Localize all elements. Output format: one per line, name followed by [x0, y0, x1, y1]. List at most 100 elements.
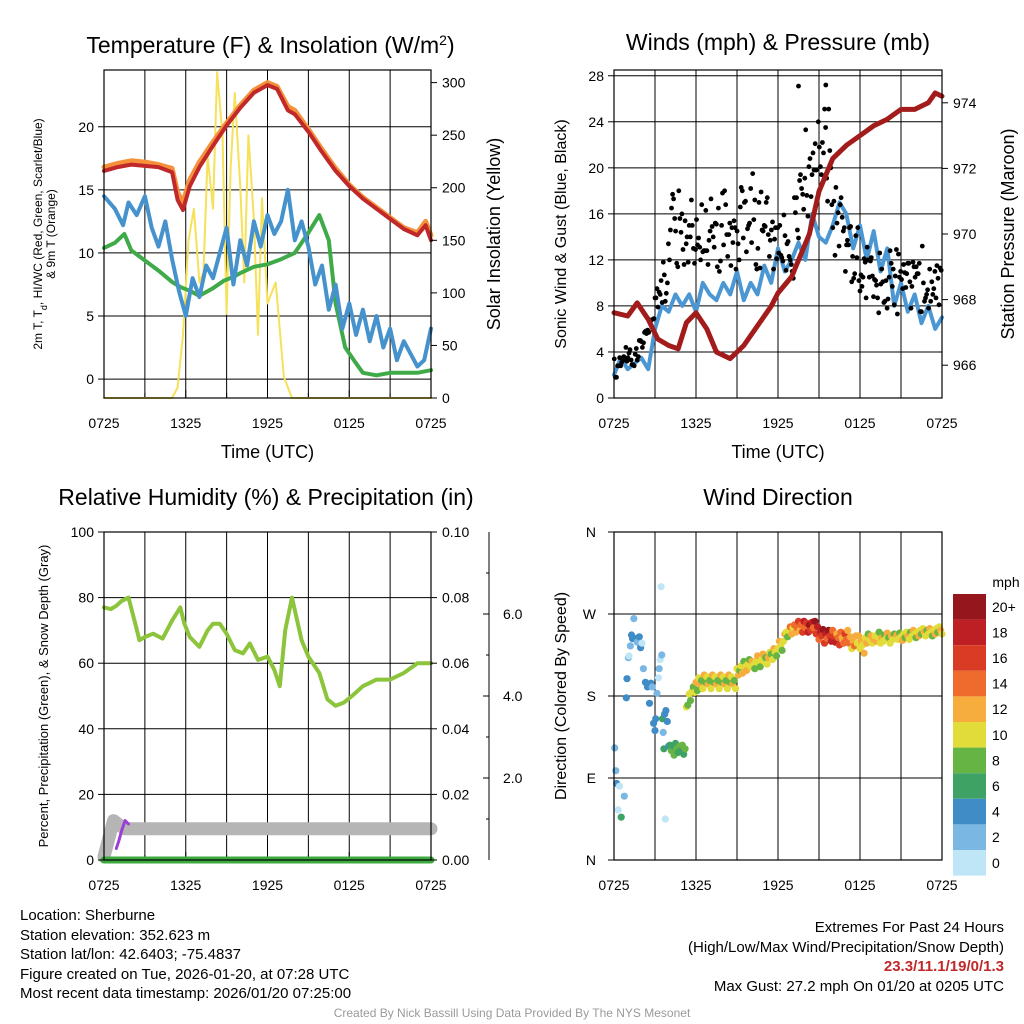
wind-gust-point: [730, 240, 736, 246]
wind-x-axis-label: Time (UTC): [731, 442, 824, 462]
wind-gust-point: [797, 178, 802, 183]
wind-gust-point: [873, 278, 878, 283]
temp-plot-frame: [103, 69, 432, 399]
direction-point: [730, 676, 738, 685]
wind-gust-point: [678, 229, 684, 235]
wind-gust-point: [896, 251, 901, 257]
colorbar-swatch: [953, 798, 986, 825]
wind-gust-point: [936, 302, 942, 308]
rh-y2-tick-label: 0.10: [442, 524, 469, 540]
wind-gust-point: [822, 106, 827, 112]
wind-gust-point: [706, 237, 712, 243]
colorbar-label: 12: [992, 701, 1008, 717]
wind-gust-point: [770, 219, 775, 225]
direction-point: [715, 685, 723, 693]
direction-y-axis-label: Direction (Colored By Speed): [553, 592, 570, 800]
wind-gust-point: [915, 271, 921, 277]
wind-gust-point: [670, 191, 675, 197]
wind-gust-point: [808, 194, 814, 200]
wind-gust-point: [753, 262, 759, 267]
wind-gust-point: [823, 82, 829, 88]
extremes-panel: Extremes For Past 24 Hours (High/Low/Max…: [688, 918, 1004, 996]
wind-gust-point: [879, 266, 885, 272]
wind-gust-point: [809, 172, 815, 178]
wind-gust-point: [849, 279, 855, 285]
colorbar-swatch: [953, 773, 986, 799]
wind-y-tick-label: 24: [588, 114, 604, 130]
wind-gust-point: [926, 305, 931, 311]
wind-gust-point: [812, 141, 818, 147]
rh-x-tick-label: 1925: [252, 877, 283, 893]
wind-gust-point: [908, 305, 914, 311]
wind-gust-point: [727, 220, 733, 226]
wind-gust-point: [857, 288, 863, 294]
direction-point: [625, 652, 633, 660]
wind-gust-point: [885, 296, 891, 302]
wind-gust-point: [760, 228, 766, 234]
wind-gust-point: [846, 242, 851, 248]
wind-gust-point: [912, 274, 918, 280]
direction-point: [661, 815, 669, 823]
wind-gust-point: [734, 228, 740, 234]
direction-point: [651, 727, 659, 735]
wind-gust-point: [641, 340, 646, 346]
direction-point: [756, 663, 764, 671]
wind-gust-point: [788, 262, 794, 267]
wind-gust-point: [925, 287, 930, 293]
direction-point: [860, 649, 868, 657]
wind-gust-point: [769, 227, 774, 233]
wind-y2-tick-label: 972: [953, 160, 977, 176]
colorbar-label: 0: [992, 855, 1000, 871]
direction-point: [635, 633, 643, 641]
direction-point: [657, 583, 665, 591]
direction-point: [611, 744, 619, 752]
wind-gust-point: [807, 156, 813, 162]
temp-y-tick-label: 5: [86, 308, 94, 324]
colorbar-label: 20+: [992, 599, 1016, 615]
direction-point: [622, 694, 630, 702]
direction-point: [630, 615, 638, 623]
wind-gust-point: [810, 150, 816, 156]
rh-y-tick-label: 0: [86, 852, 94, 868]
direction-point: [855, 632, 863, 640]
wind-gust-point: [919, 309, 924, 315]
wind-gust-point: [884, 305, 890, 311]
direction-point: [652, 715, 660, 723]
colorbar-swatch: [953, 696, 986, 722]
station-elevation: Station elevation: 352.623 m: [20, 926, 211, 944]
wind-gust-point: [794, 195, 799, 201]
wind-gust-point: [694, 217, 699, 223]
wind-y-tick-label: 0: [596, 390, 604, 406]
temp-x-tick-label: 0125: [334, 415, 365, 431]
wind-gust-point: [683, 241, 689, 247]
wind-gust-point: [924, 292, 929, 297]
temp-series-td: [102, 213, 433, 378]
wind-gust-point: [876, 310, 882, 316]
temp-x-tick-label: 0725: [415, 415, 446, 431]
dir-y-tick-label: S: [587, 688, 596, 704]
wind-gust-point: [901, 262, 906, 267]
wind-gust-point: [921, 280, 926, 286]
wind-gust-point: [739, 188, 745, 194]
wind-gust-point: [802, 175, 808, 181]
wind-gust-point: [795, 227, 800, 233]
wind-gust-point: [834, 220, 840, 226]
wind-gust-point: [719, 223, 724, 228]
colorbar-swatch: [953, 594, 986, 620]
temp-y2-tick-label: 50: [442, 337, 458, 353]
wind-series-sonic-wind: [612, 200, 944, 377]
rh-series-relative-humidity: [102, 595, 433, 708]
wind-gust-point: [666, 241, 671, 247]
wind-gust-point: [755, 246, 761, 251]
direction-point: [659, 728, 667, 737]
rh-y-tick-label: 100: [71, 524, 95, 540]
colorbar-label: 8: [992, 752, 1000, 768]
wind-gust-point: [757, 265, 763, 271]
dir-y-tick-label: W: [583, 606, 597, 622]
wind-gust-point: [728, 263, 734, 268]
wind-gust-point: [714, 264, 720, 270]
wind-y-tick-label: 16: [588, 206, 604, 222]
wind-gust-point: [815, 119, 821, 125]
wind-gust-point: [935, 275, 941, 281]
